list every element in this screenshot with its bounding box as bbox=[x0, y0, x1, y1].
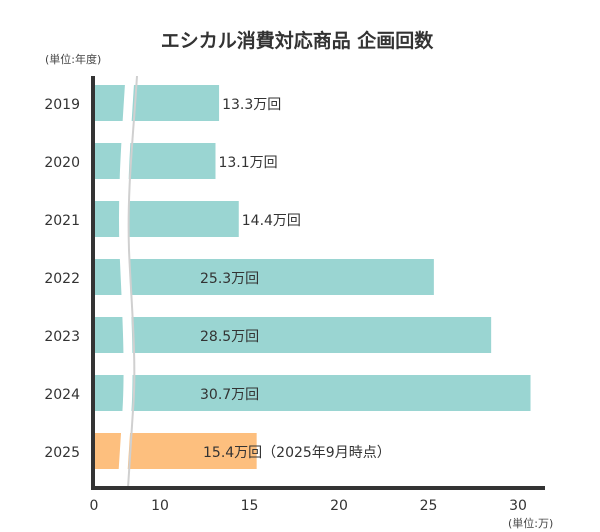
x-unit-label: (単位:万) bbox=[508, 516, 553, 530]
y-tick-label: 2023 bbox=[44, 329, 80, 345]
x-tick-label: 15 bbox=[241, 498, 259, 514]
y-axis bbox=[91, 76, 95, 490]
chart-title: エシカル消費対応商品 企画回数 bbox=[161, 29, 435, 52]
y-tick-label: 2021 bbox=[44, 213, 80, 229]
x-tick-label: 0 bbox=[90, 498, 99, 514]
bar-2021 bbox=[94, 201, 239, 237]
y-unit-label: (単位:年度) bbox=[45, 52, 101, 66]
axis-break-line bbox=[127, 75, 138, 489]
data-label-2022: 25.3万回 bbox=[200, 271, 259, 287]
y-tick-label: 2020 bbox=[44, 155, 80, 171]
bar-2019 bbox=[94, 85, 220, 121]
x-axis bbox=[91, 486, 545, 490]
y-tick-label: 2025 bbox=[44, 445, 80, 461]
axis-break-gap bbox=[117, 75, 135, 489]
x-tick-label: 20 bbox=[330, 498, 348, 514]
bar-2022 bbox=[94, 259, 434, 295]
data-label-2020: 13.1万回 bbox=[218, 155, 277, 171]
data-label-2019: 13.3万回 bbox=[222, 97, 281, 113]
x-tick-label: 30 bbox=[509, 498, 527, 514]
x-tick-label: 25 bbox=[420, 498, 438, 514]
x-tick-label: 10 bbox=[151, 498, 169, 514]
y-tick-label: 2019 bbox=[44, 97, 80, 113]
data-label-2021: 14.4万回 bbox=[242, 213, 301, 229]
bar-2020 bbox=[94, 143, 216, 179]
y-tick-label: 2024 bbox=[44, 387, 80, 403]
data-label-2023: 28.5万回 bbox=[200, 329, 259, 345]
bar-2023 bbox=[94, 317, 492, 353]
data-label-2024: 30.7万回 bbox=[200, 387, 259, 403]
y-tick-label: 2022 bbox=[44, 271, 80, 287]
data-label-2025: 15.4万回（2025年9月時点） bbox=[203, 445, 391, 461]
bar-2024 bbox=[94, 375, 531, 411]
